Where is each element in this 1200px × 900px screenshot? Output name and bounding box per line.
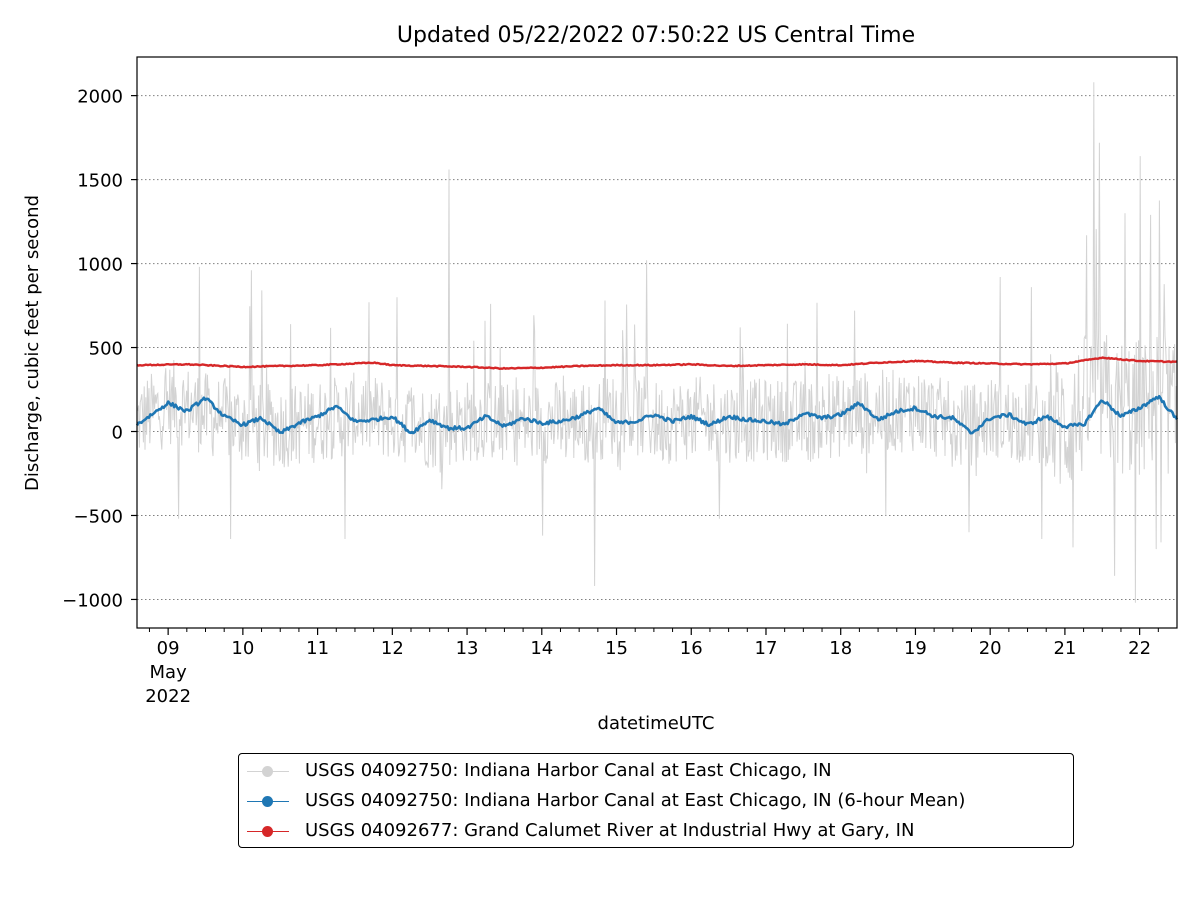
grid-layer [137,95,1177,600]
x-tick-label: 17 [755,638,778,659]
gary-discharge-line [136,356,1178,370]
raw-series-layer [136,82,1178,603]
mean-series-layer [135,394,1179,435]
y-tick-label: 1500 [77,171,123,192]
legend-label-gary: USGS 04092677: Grand Calumet River at In… [305,820,915,841]
x-tick-sublabel: 2022 [145,686,191,707]
legend-entry-mean: USGS 04092750: Indiana Harbor Canal at E… [239,787,1073,817]
legend-marker-mean [262,796,273,807]
y-tick-label: 2000 [77,87,123,108]
y-tick-label: 0 [112,423,123,444]
y-tick-label: 500 [89,339,123,360]
chart-title: Updated 05/22/2022 07:50:22 US Central T… [397,23,915,48]
legend: USGS 04092750: Indiana Harbor Canal at E… [238,753,1074,848]
mean-discharge-line [135,394,1179,435]
x-tick-label: 11 [306,638,329,659]
gary-series-layer [136,356,1178,370]
legend-marker-gary [262,826,273,837]
y-tick-label: 1000 [77,255,123,276]
x-tick-label: 21 [1053,638,1076,659]
x-tick-label: 22 [1128,638,1151,659]
x-tick-label: 09 [157,638,180,659]
x-tick-label: 16 [680,638,703,659]
x-tick-label: 14 [530,638,553,659]
y-axis-ticks: −1000 −500 0 500 1000 1500 2000 [62,87,137,611]
legend-marker-raw [262,766,273,777]
x-axis-ticks: 09 May 2022 10 11 12 13 14 15 16 17 18 19 20 21 22 [145,628,1159,707]
legend-label-mean: USGS 04092750: Indiana Harbor Canal at E… [305,790,966,811]
plot-frame [136,56,1178,629]
raw-discharge-line [136,82,1178,603]
x-tick-label: 18 [829,638,852,659]
x-tick-label: 13 [456,638,479,659]
chart-svg: Updated 05/22/2022 07:50:22 US Central T… [22,23,1179,734]
x-tick-label: 19 [904,638,927,659]
legend-entry-gary: USGS 04092677: Grand Calumet River at In… [239,817,1073,847]
x-tick-label: 10 [231,638,254,659]
x-tick-label: 12 [381,638,404,659]
y-axis-label: Discharge, cubic feet per second [22,195,43,491]
legend-label-raw: USGS 04092750: Indiana Harbor Canal at E… [305,760,832,781]
x-tick-label: 15 [605,638,628,659]
legend-entry-raw: USGS 04092750: Indiana Harbor Canal at E… [239,757,1073,787]
x-tick-label: 20 [979,638,1002,659]
y-tick-label: −1000 [62,590,123,611]
y-tick-label: −500 [74,506,123,527]
x-axis-label: datetimeUTC [598,713,715,734]
x-tick-sublabel: May [150,662,188,683]
